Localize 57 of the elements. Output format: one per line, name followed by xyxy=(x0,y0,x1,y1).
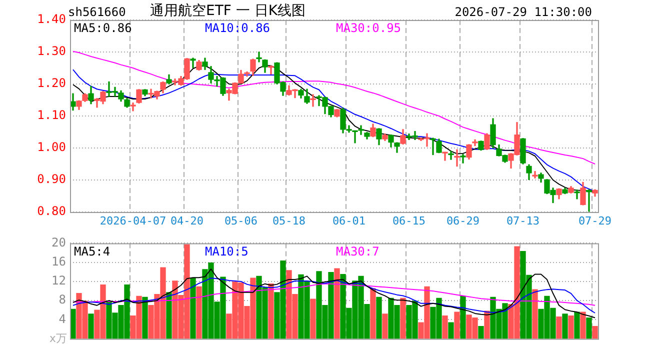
y-tick-label: 0.80 xyxy=(37,204,66,218)
text: MA30:0.95 xyxy=(336,21,402,36)
y-axis-title: x万 xyxy=(49,332,67,346)
y-tick-label: 8 xyxy=(58,292,66,307)
x-tick-label: 05-06 xyxy=(224,214,258,228)
x-tick-label: 05-18 xyxy=(272,214,306,228)
y-tick-label: 4 xyxy=(58,312,66,326)
bar xyxy=(568,316,574,339)
bar xyxy=(142,296,148,339)
text: MA10:0.86 xyxy=(205,21,270,36)
bar xyxy=(556,316,562,339)
x-tick-label: 06-15 xyxy=(392,214,426,228)
bar xyxy=(400,298,406,339)
bar xyxy=(478,326,484,339)
y-tick-label: 1.00 xyxy=(37,140,66,154)
y-tick-label: 1.40 xyxy=(37,12,66,26)
bar xyxy=(376,296,382,339)
bar xyxy=(88,314,94,339)
y-tick-label: 12 xyxy=(52,274,66,288)
bar xyxy=(370,288,376,339)
text: sh561660 xyxy=(68,5,126,19)
bar xyxy=(334,268,340,339)
bar xyxy=(574,312,580,339)
bar xyxy=(190,278,196,339)
y-tick-label: 1.30 xyxy=(37,44,66,58)
text: 2026-07-29 11:30:00 xyxy=(454,5,592,19)
bar xyxy=(532,289,538,339)
bar xyxy=(268,284,274,339)
bar xyxy=(196,286,202,339)
x-tick-label: 04-20 xyxy=(170,214,204,228)
y-tick-label: 16 xyxy=(52,254,66,268)
text: MA5:4 xyxy=(74,244,110,258)
bar xyxy=(382,314,388,339)
x-tick-label: 07-13 xyxy=(506,214,540,228)
bar xyxy=(454,312,460,339)
bar xyxy=(562,314,568,339)
text: MA30:7 xyxy=(336,244,380,258)
bar xyxy=(448,322,454,339)
bar xyxy=(484,310,490,339)
bar xyxy=(592,326,598,339)
bar xyxy=(310,298,316,339)
y-tick-label: 1.10 xyxy=(37,108,66,122)
x-tick-label: 07-29 xyxy=(578,214,612,228)
text: MA5:0.86 xyxy=(74,21,132,36)
y-tick-label: 1.20 xyxy=(37,76,66,90)
x-tick-label: 2026-04-07 xyxy=(100,214,166,228)
y-tick-label: 0.90 xyxy=(37,172,66,186)
series-label: MA10:5 xyxy=(205,244,248,258)
bar xyxy=(442,316,448,339)
x-tick-label: 06-29 xyxy=(446,214,480,228)
bar xyxy=(460,296,466,339)
x-tick-label: 06-01 xyxy=(332,214,366,228)
chart-title: 通用航空ETF 一 日K线图 xyxy=(150,2,306,20)
y-tick-label: 20 xyxy=(52,235,66,250)
bar xyxy=(586,317,592,339)
bar xyxy=(166,292,172,339)
bar xyxy=(580,312,586,339)
